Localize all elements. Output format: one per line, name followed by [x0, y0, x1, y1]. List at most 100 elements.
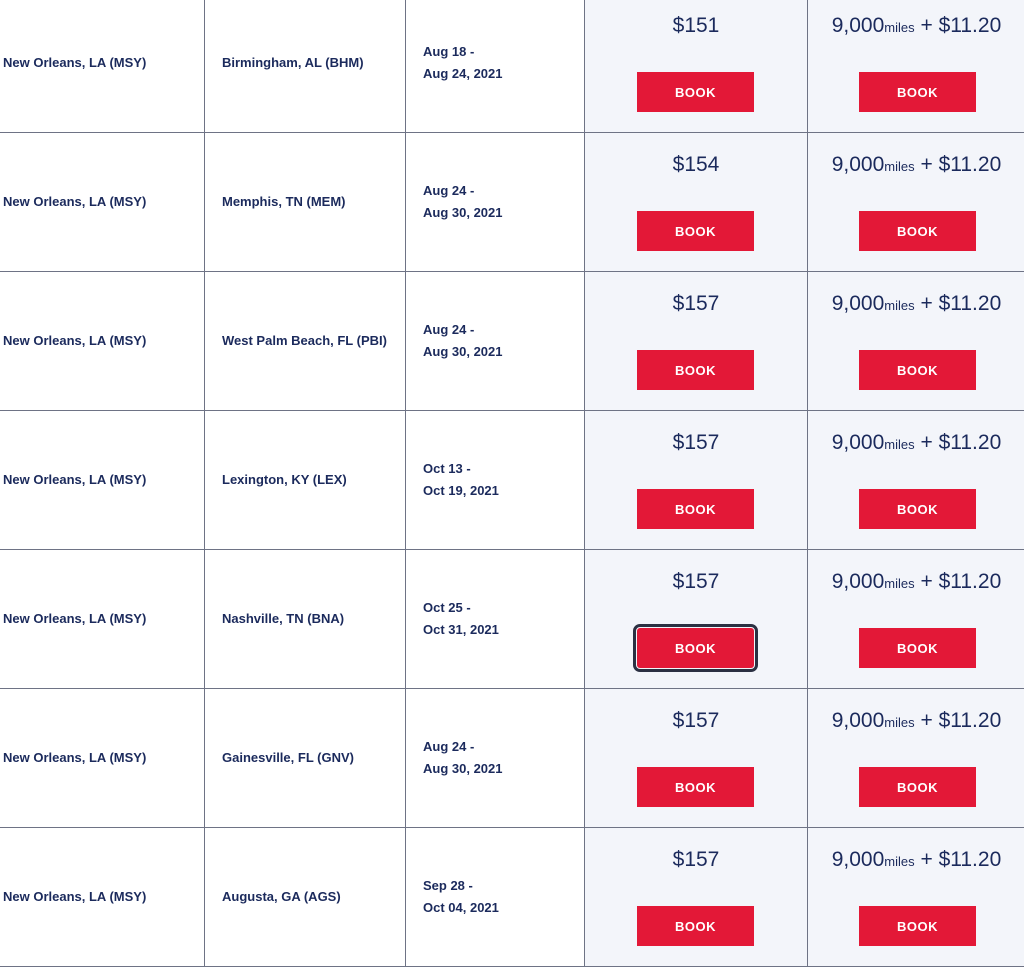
book-cash-button[interactable]: BOOK	[637, 906, 754, 946]
dates-cell: Oct 25 - Oct 31, 2021	[405, 550, 584, 688]
destination: Nashville, TN (BNA)	[222, 611, 345, 626]
miles-price: 9,000miles + $11.20	[808, 431, 1024, 455]
cash-price: $151	[672, 14, 720, 37]
book-miles-button[interactable]: BOOK	[859, 211, 976, 251]
miles-amount: 9,000	[831, 153, 885, 176]
origin-cell: New Orleans, LA (MSY)	[0, 550, 204, 688]
miles-price-cell: 9,000miles + $11.20 BOOK	[807, 828, 1024, 966]
origin-cell: New Orleans, LA (MSY)	[0, 828, 204, 966]
destination-cell: Augusta, GA (AGS)	[204, 828, 405, 966]
book-miles-button[interactable]: BOOK	[859, 906, 976, 946]
date-start: Aug 24 -	[423, 739, 475, 754]
miles-price: 9,000miles + $11.20	[808, 14, 1024, 38]
miles-fee: + $11.20	[920, 709, 1002, 732]
book-cash-button[interactable]: BOOK	[637, 350, 754, 390]
table-row: New Orleans, LA (MSY) Nashville, TN (BNA…	[0, 550, 1024, 689]
date-end: Aug 24, 2021	[423, 66, 503, 81]
miles-fee: + $11.20	[920, 848, 1002, 871]
destination-cell: Lexington, KY (LEX)	[204, 411, 405, 549]
book-cash-button[interactable]: BOOK	[637, 72, 754, 112]
book-miles-button[interactable]: BOOK	[859, 767, 976, 807]
destination-cell: West Palm Beach, FL (PBI)	[204, 272, 405, 410]
origin: New Orleans, LA (MSY)	[3, 472, 147, 487]
table-row: New Orleans, LA (MSY) Gainesville, FL (G…	[0, 689, 1024, 828]
travel-dates: Aug 18 - Aug 24, 2021	[423, 41, 503, 85]
miles-unit: miles	[884, 20, 915, 35]
destination: Birmingham, AL (BHM)	[222, 55, 364, 70]
miles-price-cell: 9,000miles + $11.20 BOOK	[807, 550, 1024, 688]
destination-cell: Birmingham, AL (BHM)	[204, 0, 405, 132]
table-row: New Orleans, LA (MSY) West Palm Beach, F…	[0, 272, 1024, 411]
travel-dates: Oct 13 - Oct 19, 2021	[423, 458, 499, 502]
table-row: New Orleans, LA (MSY) Augusta, GA (AGS) …	[0, 828, 1024, 967]
date-end: Oct 04, 2021	[423, 900, 499, 915]
travel-dates: Oct 25 - Oct 31, 2021	[423, 597, 499, 641]
travel-dates: Sep 28 - Oct 04, 2021	[423, 875, 499, 919]
miles-price: 9,000miles + $11.20	[808, 570, 1024, 594]
dates-cell: Aug 24 - Aug 30, 2021	[405, 272, 584, 410]
miles-price-cell: 9,000miles + $11.20 BOOK	[807, 272, 1024, 410]
miles-price: 9,000miles + $11.20	[808, 709, 1024, 733]
cash-price-cell: $157 BOOK	[584, 272, 807, 410]
origin-cell: New Orleans, LA (MSY)	[0, 689, 204, 827]
destination: Memphis, TN (MEM)	[222, 194, 346, 209]
destination: West Palm Beach, FL (PBI)	[222, 333, 387, 348]
miles-unit: miles	[884, 298, 915, 313]
origin-cell: New Orleans, LA (MSY)	[0, 0, 204, 132]
cash-price-cell: $151 BOOK	[584, 0, 807, 132]
miles-price: 9,000miles + $11.20	[808, 848, 1024, 872]
origin-cell: New Orleans, LA (MSY)	[0, 411, 204, 549]
cash-price: $157	[672, 709, 720, 732]
book-cash-button[interactable]: BOOK	[637, 489, 754, 529]
dates-cell: Aug 18 - Aug 24, 2021	[405, 0, 584, 132]
miles-amount: 9,000	[831, 292, 885, 315]
miles-amount: 9,000	[831, 570, 885, 593]
dates-cell: Sep 28 - Oct 04, 2021	[405, 828, 584, 966]
travel-dates: Aug 24 - Aug 30, 2021	[423, 180, 503, 224]
miles-price: 9,000miles + $11.20	[808, 292, 1024, 316]
book-miles-button[interactable]: BOOK	[859, 350, 976, 390]
miles-unit: miles	[884, 576, 915, 591]
cash-price: $157	[672, 431, 720, 454]
origin: New Orleans, LA (MSY)	[3, 611, 147, 626]
miles-amount: 9,000	[831, 14, 885, 37]
date-start: Oct 13 -	[423, 461, 471, 476]
date-end: Aug 30, 2021	[423, 205, 503, 220]
destination: Lexington, KY (LEX)	[222, 472, 347, 487]
cash-price: $157	[672, 848, 720, 871]
cash-price-cell: $157 BOOK	[584, 689, 807, 827]
miles-price: 9,000miles + $11.20	[808, 153, 1024, 177]
cash-price-cell: $157 BOOK	[584, 828, 807, 966]
travel-dates: Aug 24 - Aug 30, 2021	[423, 736, 503, 780]
destination: Gainesville, FL (GNV)	[222, 750, 354, 765]
miles-amount: 9,000	[831, 848, 885, 871]
book-miles-button[interactable]: BOOK	[859, 72, 976, 112]
book-miles-button[interactable]: BOOK	[859, 628, 976, 668]
destination-cell: Memphis, TN (MEM)	[204, 133, 405, 271]
book-miles-button[interactable]: BOOK	[859, 489, 976, 529]
date-start: Oct 25 -	[423, 600, 471, 615]
miles-amount: 9,000	[831, 431, 885, 454]
miles-unit: miles	[884, 437, 915, 452]
origin: New Orleans, LA (MSY)	[3, 333, 147, 348]
book-cash-button[interactable]: BOOK	[633, 624, 758, 672]
miles-unit: miles	[884, 854, 915, 869]
miles-price-cell: 9,000miles + $11.20 BOOK	[807, 689, 1024, 827]
origin: New Orleans, LA (MSY)	[3, 889, 147, 904]
book-cash-button[interactable]: BOOK	[637, 767, 754, 807]
book-cash-button[interactable]: BOOK	[637, 211, 754, 251]
cash-price: $154	[672, 153, 720, 176]
destination: Augusta, GA (AGS)	[222, 889, 341, 904]
origin: New Orleans, LA (MSY)	[3, 55, 147, 70]
date-end: Aug 30, 2021	[423, 344, 503, 359]
origin: New Orleans, LA (MSY)	[3, 194, 147, 209]
cash-price: $157	[672, 570, 720, 593]
date-end: Oct 31, 2021	[423, 622, 499, 637]
date-start: Aug 24 -	[423, 183, 475, 198]
dates-cell: Oct 13 - Oct 19, 2021	[405, 411, 584, 549]
travel-dates: Aug 24 - Aug 30, 2021	[423, 319, 503, 363]
miles-fee: + $11.20	[920, 14, 1002, 37]
cash-price-cell: $157 BOOK	[584, 550, 807, 688]
table-row: New Orleans, LA (MSY) Memphis, TN (MEM) …	[0, 133, 1024, 272]
